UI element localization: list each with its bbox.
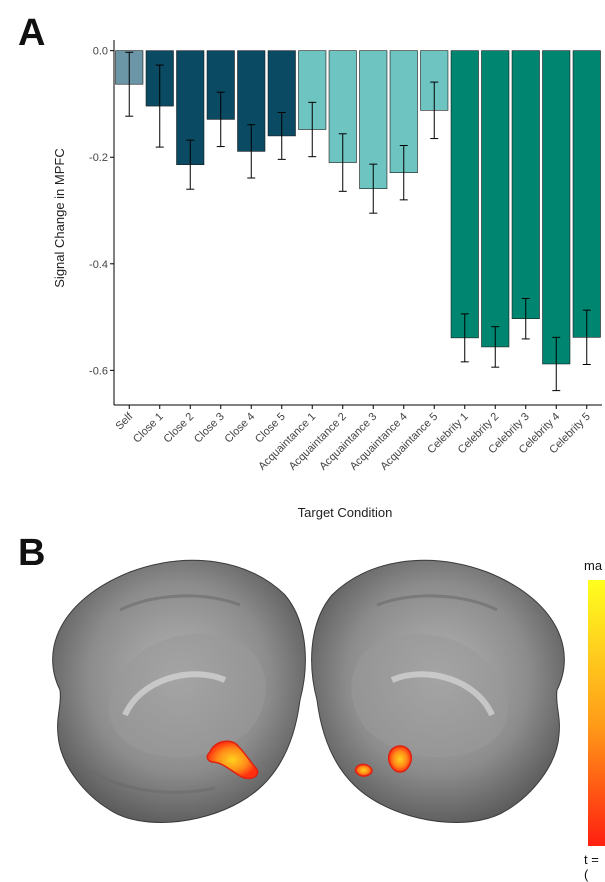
error-bar — [582, 309, 591, 366]
colorbar-min-label: t = ( — [584, 852, 599, 882]
error-bar — [277, 111, 286, 160]
bar-series — [115, 50, 601, 365]
bar — [389, 50, 418, 173]
y-axis-label: Signal Change in MPFC — [52, 148, 67, 287]
left-hemisphere — [52, 559, 306, 823]
chart-axes — [113, 40, 602, 406]
error-bars — [125, 51, 591, 392]
bar — [511, 50, 540, 319]
error-bar — [460, 313, 469, 363]
bar — [481, 50, 510, 348]
x-tick-label: Close 4 — [223, 411, 258, 446]
y-tick-labels: 0.0 -0.2 -0.4 -0.6 — [89, 46, 114, 377]
activation-right — [354, 745, 412, 777]
bar — [450, 50, 479, 339]
error-bar — [399, 145, 408, 201]
x-tick-label: Self — [113, 410, 136, 433]
bar — [572, 50, 601, 338]
colorbar-max-label: ma — [584, 558, 603, 573]
y-tick-label: 0.0 — [93, 46, 108, 58]
error-bar — [155, 64, 164, 148]
error-bar — [552, 336, 561, 392]
error-bar — [521, 297, 530, 340]
right-hemisphere — [311, 559, 565, 823]
colorbar — [588, 580, 605, 846]
error-bar — [430, 81, 439, 140]
brain-surface-figure — [52, 559, 565, 823]
error-bar — [369, 163, 378, 214]
error-bar — [308, 101, 317, 158]
error-bar — [216, 91, 225, 148]
x-tick-label: Close 3 — [192, 411, 227, 446]
error-bar — [247, 124, 256, 179]
error-bar — [491, 326, 500, 368]
error-bar — [186, 139, 195, 190]
panel-label-b: B — [18, 532, 46, 574]
y-tick-label: -0.2 — [89, 152, 108, 164]
x-tick-label: Close 2 — [162, 411, 197, 446]
y-tick-label: -0.6 — [89, 365, 108, 377]
error-bar — [338, 133, 347, 192]
x-axis-label: Target Condition — [298, 505, 393, 520]
error-bar — [125, 51, 134, 117]
panel-label-a: A — [18, 12, 46, 54]
y-tick-label: -0.4 — [89, 259, 108, 271]
x-tick-label: Close 1 — [131, 411, 166, 446]
bar — [542, 50, 571, 365]
activation-left — [206, 740, 259, 780]
